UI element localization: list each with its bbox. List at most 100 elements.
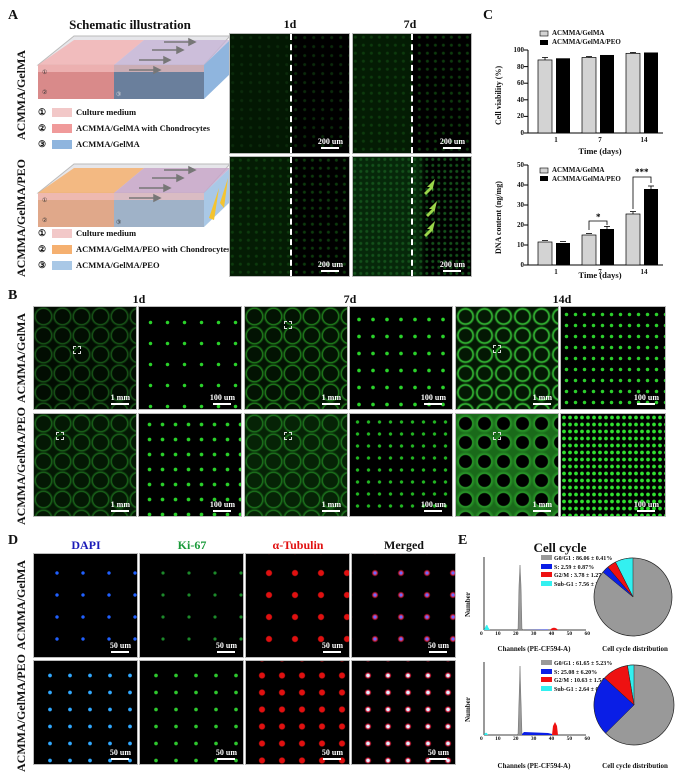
legend-swatch [52, 244, 72, 254]
legend-item: ① Culture medium [38, 106, 137, 118]
legend-c2-peo: ACMMA/GelMA/PEO [552, 175, 621, 183]
arrow-indicators [424, 179, 437, 237]
micrograph-d-peo-ki67: 50 um [139, 660, 244, 765]
legend-swatch [52, 107, 72, 117]
panel-label-d: D [8, 533, 19, 548]
row-label-d2: ACMMA/GelMA/PEO [14, 654, 28, 772]
micrograph-b-peo-1d-overview: 1 mm [33, 413, 137, 517]
col-title-ki67: Ki-67 [177, 538, 207, 552]
viability-ylabel: Cell viability (%) [494, 65, 503, 125]
histogram-xlabel-1: Channels (PE-CF594-A) [497, 645, 571, 653]
micrograph-b-gelma-1d-zoom: 100 um [138, 306, 242, 410]
histogram-x-ticks-2: 0 10 20 30 40 50 60 [480, 736, 590, 742]
legend-item: ② ACMMA/GelMA/PEO with Chondrocytes [38, 243, 231, 255]
micrograph-b-peo-7d-zoom: 100 um [349, 413, 453, 517]
viability-xlabel: Time (days) [578, 146, 622, 156]
legend-swatch [52, 228, 72, 238]
micrograph-a-peo-1d: 200 um [229, 156, 350, 277]
legend-item: ① Culture medium [38, 227, 137, 239]
micrograph-d-peo-tubulin: 50 um [245, 660, 350, 765]
legend-item: ② ACMMA/GelMA with Chondrocytes [38, 122, 210, 134]
micrograph-d-gelma-ki67: 50 um [139, 553, 244, 658]
row-label-d1: ACMMA/GelMA [14, 560, 28, 651]
micrograph-b-gelma-7d-overview: 1 mm [244, 306, 348, 410]
svg-text:③: ③ [116, 219, 121, 226]
micrograph-b-peo-1d-zoom: 100 um [138, 413, 242, 517]
micrograph-a-gelma-7d: 200 um [352, 33, 472, 154]
histogram-x-ticks: 0 10 20 30 40 50 60 [480, 631, 590, 637]
histogram-gelma [478, 555, 588, 640]
schematic-legend-peo: ① Culture medium ② ACMMA/GelMA/PEO with Ch… [38, 225, 233, 273]
pie-chart-gelma [592, 556, 674, 638]
dna-content-chart: * *** [478, 163, 678, 283]
scale-bar: 200 um [440, 260, 465, 272]
legend-swatch [52, 123, 72, 133]
micrograph-b-peo-7d-overview: 1 mm [244, 413, 348, 517]
dna-ylabel: DNA content (ng/mg) [494, 181, 503, 254]
scale-bar: 200 um [318, 260, 343, 272]
legend-c1-gelma: ACMMA/GelMA [552, 29, 605, 37]
svg-text:***: *** [635, 167, 649, 177]
histogram-legend-gelma: G0/G1 : 86.06 ± 0.41% S: 2.59 ± 0.87% G2… [541, 555, 612, 589]
micrograph-b-gelma-7d-zoom: 100 um [349, 306, 453, 410]
micrograph-d-gelma-merged: 50 um [351, 553, 456, 658]
micrograph-b-peo-14d-zoom: 100 um [560, 413, 666, 517]
col-title-tubulin: α-Tubulin [272, 538, 324, 552]
panel-label-c: C [483, 8, 494, 23]
micrograph-d-peo-merged: 50 um [351, 660, 456, 765]
histogram-xlabel-2: Channels (PE-CF594-A) [497, 762, 571, 770]
pie-caption-2: Cell cycle distribution [602, 762, 668, 770]
row-label-a1: ACMMA/GelMA [14, 50, 28, 140]
col-title-1d: 1d [283, 17, 297, 31]
scale-bar: 200 um [440, 137, 465, 149]
panel-label-a: A [8, 8, 19, 23]
histogram-peo [478, 660, 588, 745]
micrograph-b-gelma-14d-overview: 1 mm [455, 306, 559, 410]
svg-text:①: ① [42, 69, 47, 76]
legend-c2-gelma: ACMMA/GelMA [552, 166, 605, 174]
zoom-region-box [493, 432, 501, 440]
micrograph-b-peo-14d-overview: 1 mm [455, 413, 559, 517]
zoom-region-box [73, 346, 81, 354]
row-label-b1: ACMMA/GelMA [14, 313, 28, 403]
svg-text:*: * [596, 212, 601, 222]
row-label-a2: ACMMA/GelMA/PEO [14, 159, 28, 277]
schematic-diagram-gelma: ① ② ③ [34, 30, 230, 105]
scale-bar: 200 um [318, 137, 343, 149]
col-title-dapi: DAPI [71, 538, 101, 552]
dna-xlabel: Time (days) [578, 270, 622, 280]
legend-item: ③ ACMMA/GelMA [38, 138, 140, 150]
zoom-region-box [493, 345, 501, 353]
micrograph-a-gelma-1d: 200 um [229, 33, 350, 154]
legend-c1-peo: ACMMA/GelMA/PEO [552, 38, 621, 46]
row-label-b2: ACMMA/GelMA/PEO [14, 407, 28, 525]
zoom-region-box [56, 432, 64, 440]
micrograph-a-peo-7d: 200 um [352, 156, 472, 277]
legend-swatch [52, 260, 72, 270]
svg-text:②: ② [42, 89, 47, 96]
panel-label-e: E [458, 533, 468, 548]
col-title-b-7d: 7d [343, 292, 357, 306]
pie-chart-peo [592, 663, 676, 747]
viability-chart [478, 28, 678, 143]
legend-swatch [52, 139, 72, 149]
schematic-title: Schematic illustration [69, 17, 191, 32]
col-title-b-1d: 1d [132, 292, 146, 306]
panel-label-b: B [8, 288, 18, 303]
histogram-legend-peo: G0/G1 : 61.65 ± 5.23% S: 25.08 ± 6.20% G… [541, 660, 612, 694]
cell-cycle-title: Cell cycle [533, 540, 587, 555]
col-title-merged: Merged [384, 538, 424, 552]
svg-text:②: ② [42, 217, 47, 224]
schematic-legend-gelma: ① Culture medium ② ACMMA/GelMA with Chondr… [38, 104, 228, 152]
micrograph-d-gelma-dapi: 50 um [33, 553, 138, 658]
svg-text:①: ① [42, 197, 47, 204]
col-title-b-14d: 14d [552, 292, 572, 306]
micrograph-d-peo-dapi: 50 um [33, 660, 138, 765]
pie-caption-1: Cell cycle distribution [602, 645, 668, 653]
zoom-region-box [284, 321, 292, 329]
zoom-region-box [284, 432, 292, 440]
col-title-7d: 7d [403, 17, 417, 31]
micrograph-b-gelma-1d-overview: 1 mm [33, 306, 137, 410]
legend-item: ③ ACMMA/GelMA/PEO [38, 259, 160, 271]
micrograph-b-gelma-14d-zoom: 100 um [560, 306, 666, 410]
